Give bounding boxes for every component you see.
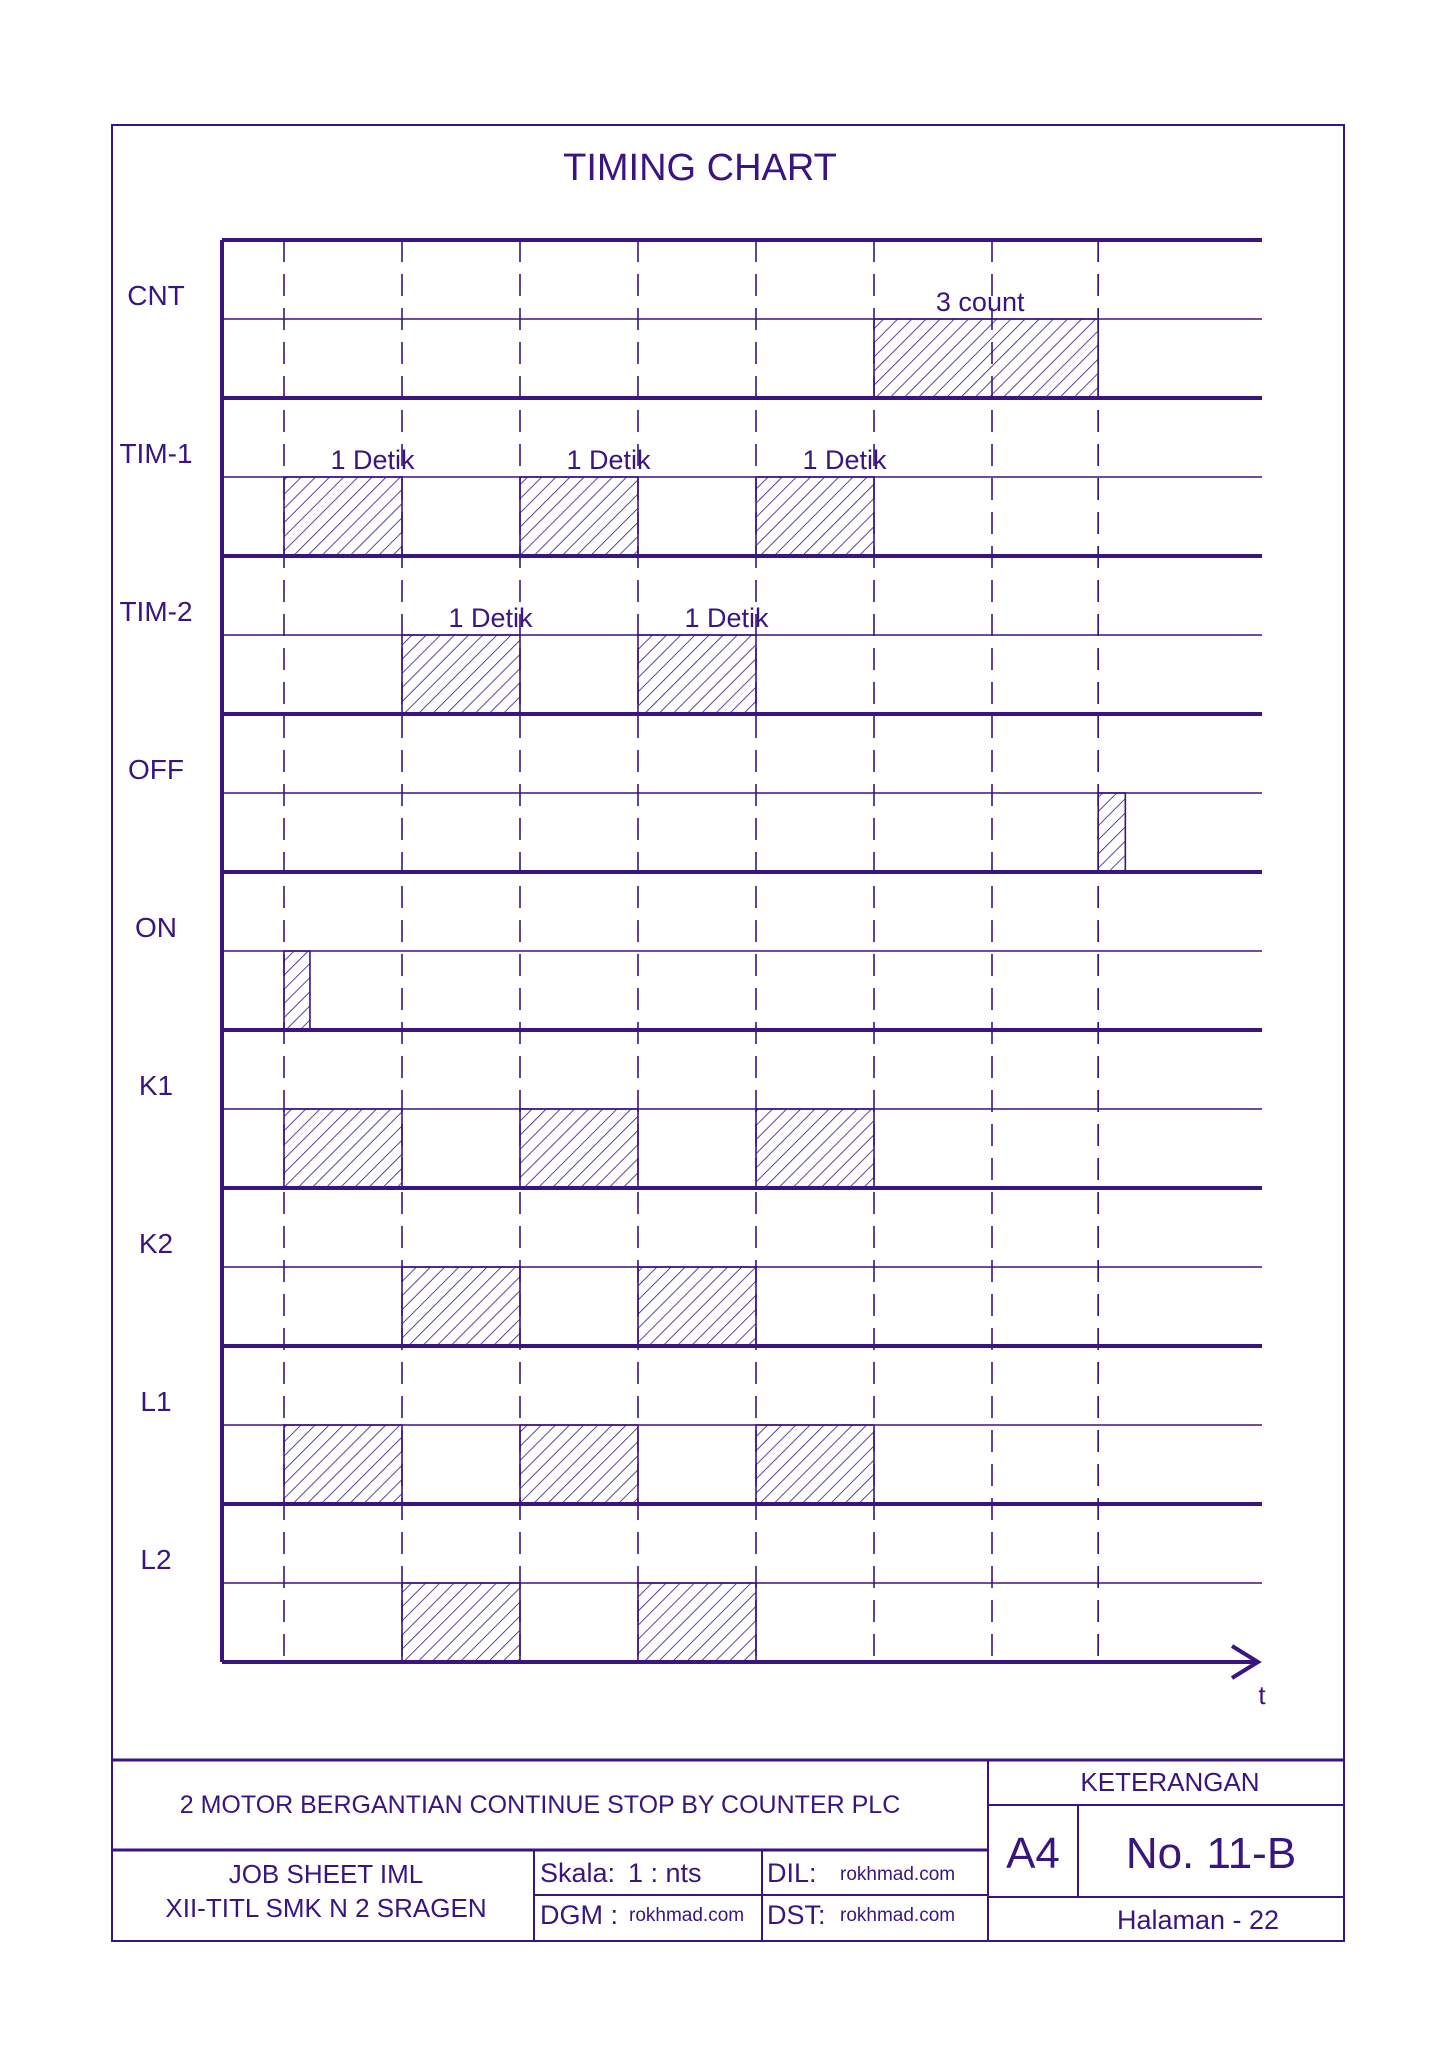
signal-pulse — [755, 1108, 875, 1189]
dst-value: rokhmad.com — [840, 1905, 955, 1926]
signal-pulse — [519, 476, 639, 557]
signal-pulse — [637, 1582, 757, 1663]
signal-pulse — [283, 950, 311, 1031]
dil-value: rokhmad.com — [840, 1864, 955, 1885]
pulse-duration-label: 1 Detik — [448, 603, 533, 633]
signal-name-on: ON — [135, 912, 177, 943]
signal-name-l1: L1 — [140, 1386, 171, 1417]
signal-name-tim-2: TIM-2 — [119, 596, 192, 627]
signal-name-tim-1: TIM-1 — [119, 438, 192, 469]
skala-value: 1 : nts — [628, 1858, 702, 1888]
sheet-number: No. 11-B — [1126, 1829, 1296, 1878]
job-sheet-line1: JOB SHEET IML — [229, 1859, 424, 1889]
signal-name-cnt: CNT — [127, 280, 185, 311]
signal-name-off: OFF — [128, 754, 184, 785]
signal-pulse — [519, 1424, 639, 1505]
pulse-duration-label: 1 Detik — [684, 603, 769, 633]
dgm-value: rokhmad.com — [629, 1905, 744, 1926]
keterangan-heading: KETERANGAN — [1080, 1767, 1259, 1797]
drawing-description: 2 MOTOR BERGANTIAN CONTINUE STOP BY COUN… — [180, 1791, 901, 1819]
time-axis-label: t — [1258, 1680, 1266, 1710]
signal-pulse — [873, 318, 1099, 399]
signal-pulse — [755, 476, 875, 557]
signal-pulse — [637, 634, 757, 715]
job-sheet-line2: XII-TITL SMK N 2 SRAGEN — [165, 1893, 486, 1923]
pulse-duration-label: 1 Detik — [566, 445, 651, 475]
signal-pulse — [755, 1424, 875, 1505]
signal-pulse — [519, 1108, 639, 1189]
pulse-duration-label: 1 Detik — [802, 445, 887, 475]
signal-pulse — [1097, 792, 1127, 873]
title-block-frame — [112, 1758, 1344, 1941]
signal-pulse — [283, 1108, 403, 1189]
pulse-duration-label: 1 Detik — [330, 445, 415, 475]
paper-size: A4 — [1006, 1829, 1060, 1878]
dst-label: DST: — [767, 1900, 826, 1930]
signal-pulse — [283, 476, 403, 557]
signal-name-l2: L2 — [140, 1544, 171, 1575]
pulse-duration-label: 3 count — [936, 287, 1025, 317]
signal-pulse — [401, 634, 521, 715]
signal-name-k2: K2 — [139, 1228, 173, 1259]
signal-pulse — [283, 1424, 403, 1505]
time-axis-arrow — [1230, 1644, 1262, 1680]
timing-chart: CNT 3 count TIM-1 1 Detik 1 Detik 1 Detik TIM-… — [119, 238, 1262, 1680]
sheet-border — [111, 124, 1345, 1942]
signal-pulse — [637, 1266, 757, 1347]
signal-pulse — [401, 1266, 521, 1347]
page-number: Halaman - 22 — [1117, 1905, 1279, 1935]
skala-label: Skala: — [540, 1858, 615, 1888]
dgm-label: DGM : — [540, 1900, 618, 1930]
signal-pulse — [401, 1582, 521, 1663]
chart-title: TIMING CHART — [563, 147, 837, 189]
dil-label: DIL: — [767, 1858, 817, 1888]
signal-name-k1: K1 — [139, 1070, 173, 1101]
